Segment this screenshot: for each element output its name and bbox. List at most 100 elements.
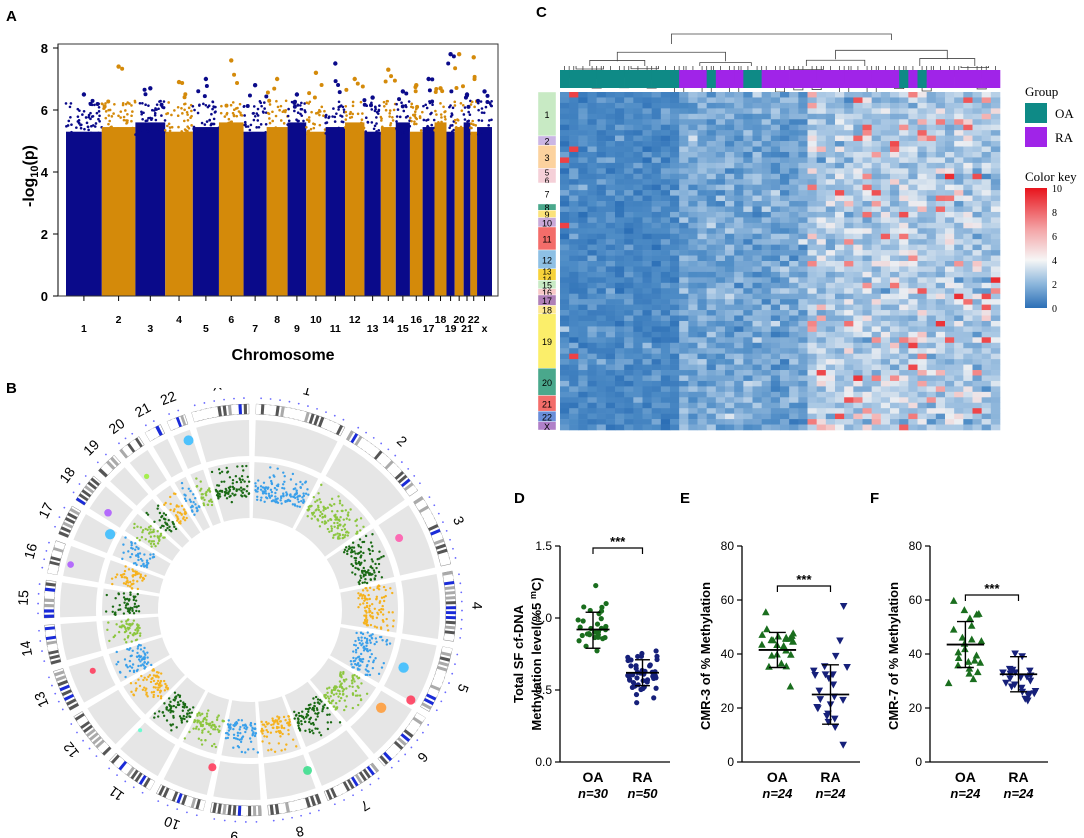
outer-track-13 (68, 655, 116, 703)
outer-track-1 (254, 420, 338, 474)
data-point (635, 653, 641, 660)
circos-chr-label-21: 21 (132, 399, 153, 421)
chr-label-19: 19 (445, 323, 457, 335)
group-cell (651, 70, 662, 88)
row-chr-label: 18 (542, 306, 552, 316)
color-key-tick: 8 (1052, 208, 1057, 219)
a-ytick-label: 8 (41, 41, 48, 56)
chr-block-20 (454, 127, 464, 296)
peak-point-16 (414, 83, 419, 88)
data-point (583, 643, 589, 649)
data-point (774, 632, 782, 640)
outer-track-2 (325, 444, 405, 521)
circos-chr-label-4: 4 (469, 602, 485, 610)
a-ytick-label: 0 (41, 289, 48, 304)
data-point (633, 691, 640, 698)
data-point (970, 656, 979, 664)
chr-block-14 (380, 127, 396, 296)
group-cell (706, 70, 717, 88)
chr-block-x (477, 127, 492, 296)
data-point (965, 669, 974, 677)
outer-track-16 (63, 546, 105, 583)
ytick-label: 60 (909, 593, 923, 607)
data-point (954, 661, 962, 669)
chr-block-22 (470, 131, 478, 296)
chr-label-4: 4 (176, 314, 182, 326)
circos-chr-label-3: 3 (450, 514, 468, 528)
inner-track-3 (326, 528, 395, 590)
n-label: n=24 (816, 786, 847, 801)
ytick-label: 20 (721, 701, 735, 715)
data-point (647, 663, 653, 669)
data-point (972, 651, 981, 659)
outer-track-11 (120, 722, 176, 777)
data-point (603, 600, 609, 607)
row-chr-label: X (544, 422, 550, 432)
n-label: n=24 (762, 786, 793, 801)
category-label: RA (1008, 769, 1028, 785)
inner-track-21 (174, 476, 211, 531)
color-key-tick: 6 (1052, 232, 1057, 243)
chr-block-6 (218, 122, 244, 297)
chr-block-9 (287, 122, 307, 297)
e-y-label: CMR-3 of % Methylation (698, 582, 713, 730)
group-cell (569, 70, 579, 88)
group-cell (660, 70, 671, 88)
n-label: n=50 (628, 786, 659, 801)
heatmap-cells (560, 92, 1001, 431)
group-legend-title: Group (1025, 84, 1058, 99)
group-cell (862, 70, 872, 88)
chr-label-17: 17 (423, 323, 435, 335)
group-cell (908, 70, 918, 88)
chr-block-13 (364, 131, 381, 296)
group-cell (624, 70, 634, 88)
row-chr-label: 10 (542, 218, 552, 228)
data-point (1026, 677, 1035, 685)
data-point (839, 696, 847, 704)
outer-track-12 (87, 689, 142, 745)
group-cell (587, 70, 597, 88)
peak-point-11 (333, 61, 338, 66)
circos-chr-label-14: 14 (17, 639, 35, 657)
d-y-label-line2: Methylation level(%5 mC) (528, 577, 544, 730)
outer-track-4 (401, 573, 441, 639)
chr-label-5: 5 (203, 323, 209, 335)
group-cell (761, 70, 772, 88)
significance-label: *** (610, 534, 626, 549)
peak-point-9 (294, 92, 300, 97)
chr-label-2: 2 (116, 314, 122, 326)
data-point (580, 618, 586, 624)
group-cell (743, 70, 753, 88)
chr-block-1 (66, 131, 102, 296)
data-point (634, 675, 640, 681)
circos-chr-label-16: 16 (21, 541, 41, 560)
category-label: RA (632, 769, 652, 785)
circos-chr-label-1: 1 (301, 388, 313, 399)
outer-track-14 (60, 621, 102, 661)
outer-track-17 (73, 514, 118, 554)
outer-track-9 (213, 761, 261, 800)
inner-track-17 (112, 535, 171, 577)
peak-point-7 (252, 83, 258, 88)
d-y-label-line1: Total SF cf-DNA (511, 604, 526, 703)
row-chr-label: 1 (544, 110, 549, 120)
data-point (829, 681, 838, 689)
group-cell (990, 70, 1001, 88)
group-cell (715, 70, 726, 88)
ytick-label: 40 (721, 647, 735, 661)
group-cell (816, 70, 827, 88)
chr-label-20: 20 (453, 314, 465, 326)
data-point (976, 658, 985, 666)
data-point (762, 608, 770, 616)
data-point (576, 638, 582, 644)
data-point (944, 679, 953, 687)
data-point (632, 683, 638, 689)
group-cell (780, 70, 790, 88)
group-cell (578, 70, 588, 88)
group-cell (734, 70, 744, 88)
outer-track-10 (163, 747, 215, 796)
panel-d-scatter: 0.0 0.5 1.0 1.5 OAn=30 RAn=50 *** Total SF cf-D… (511, 534, 670, 801)
significance-bracket (592, 547, 644, 554)
